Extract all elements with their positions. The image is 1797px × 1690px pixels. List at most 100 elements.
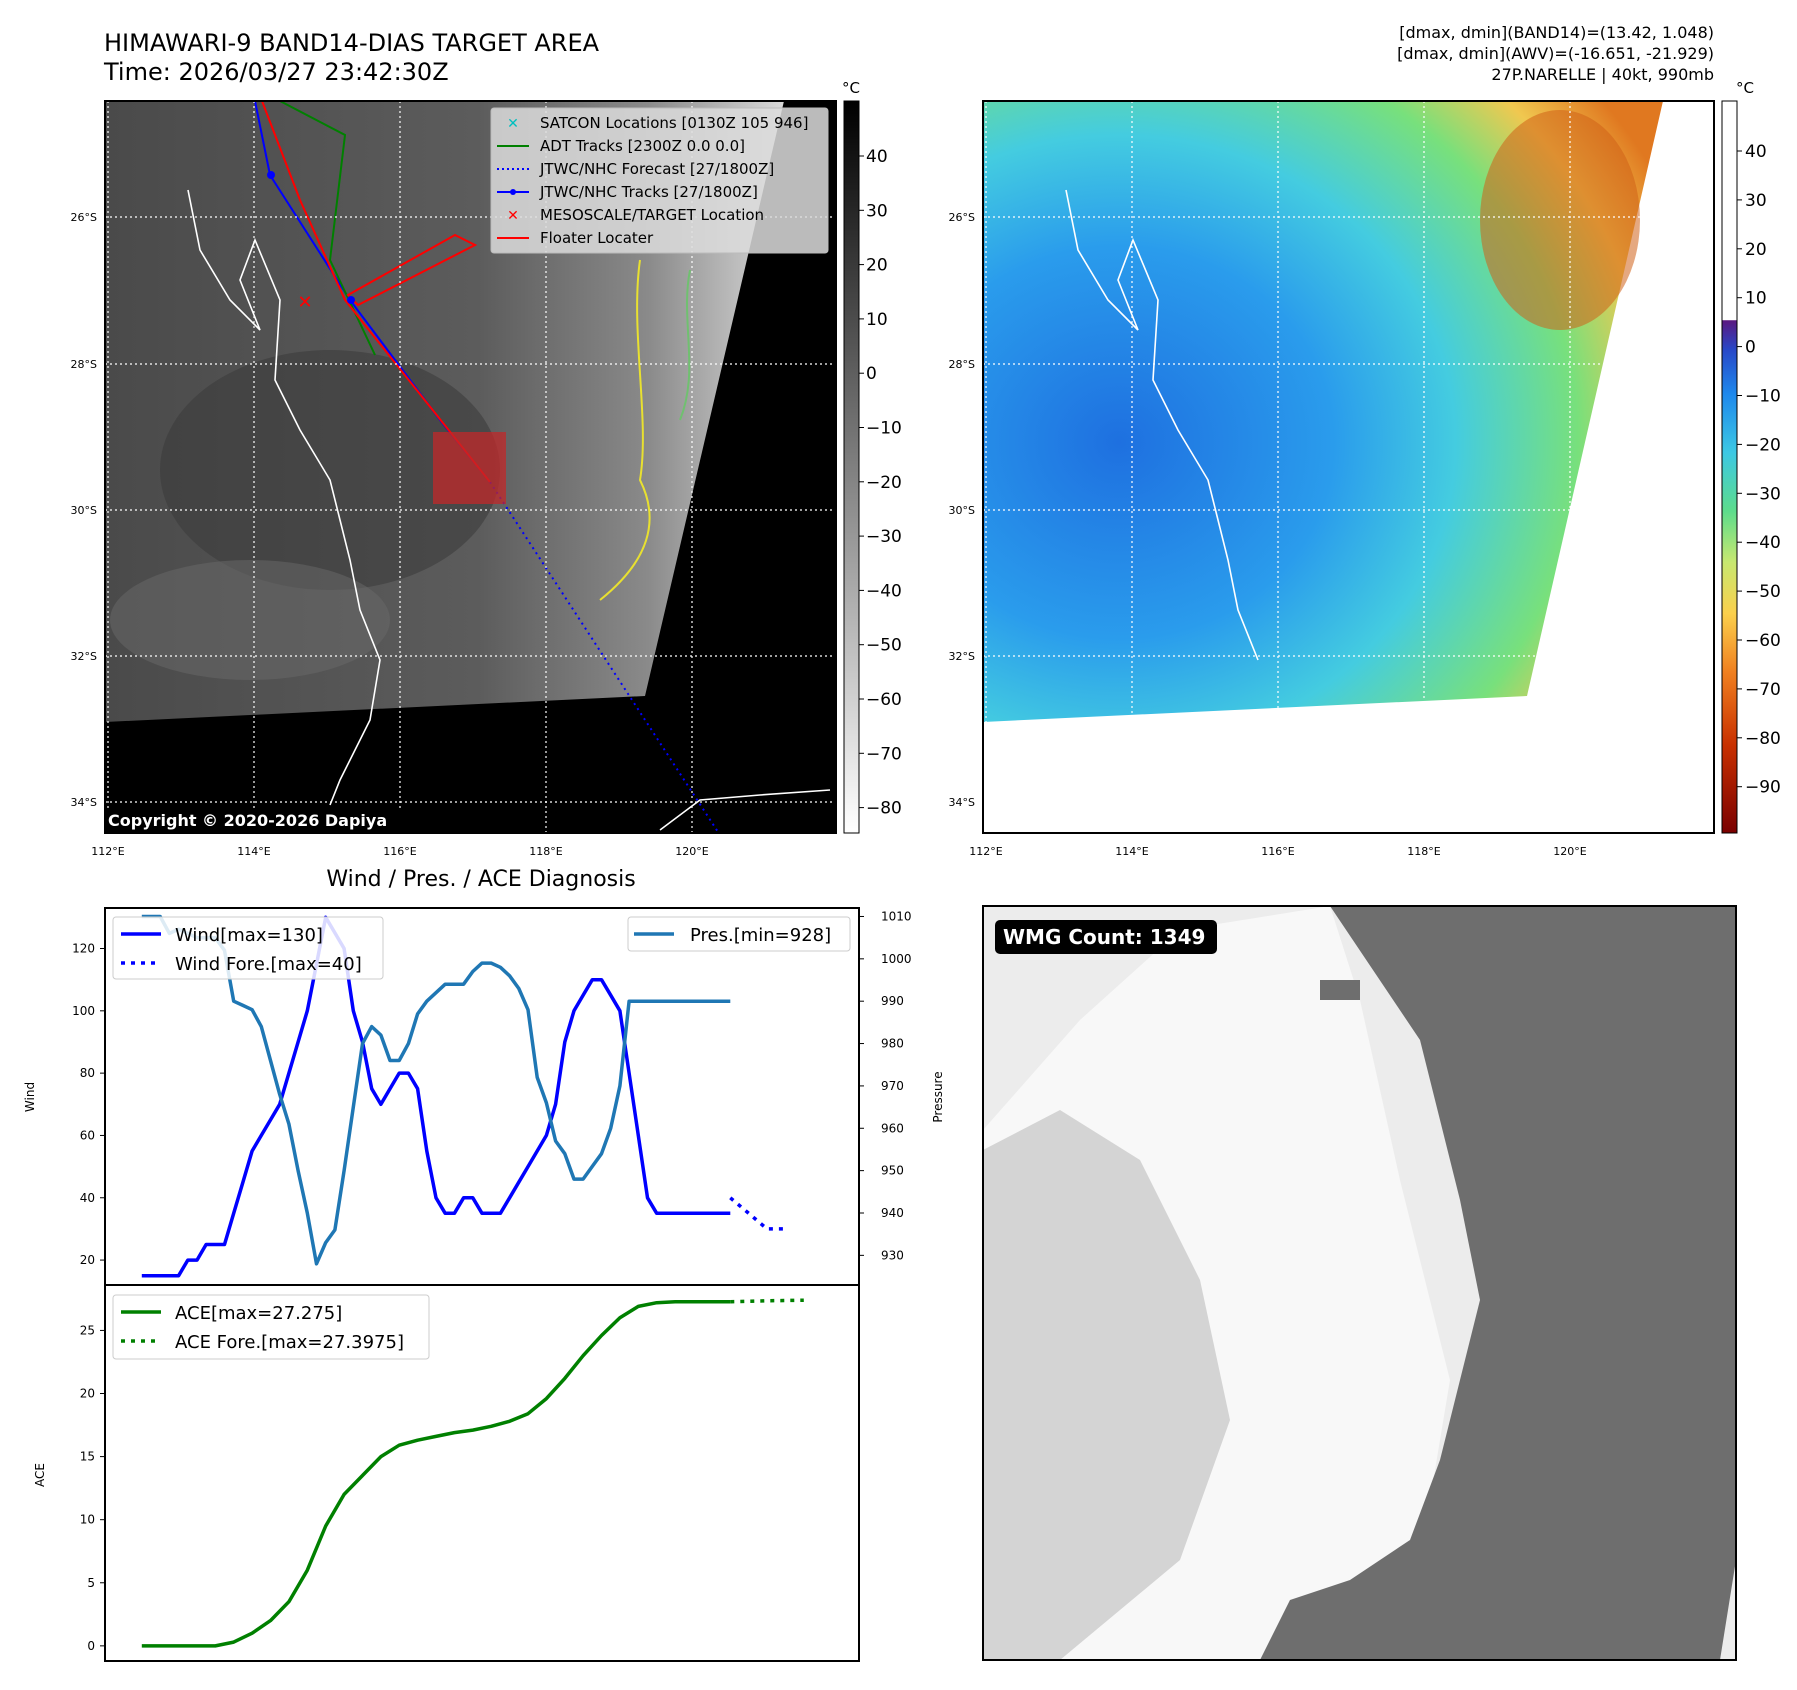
legend-label: ADT Tracks [2300Z 0.0 0.0] <box>540 137 745 155</box>
wind-tick-label: 60 <box>80 1128 95 1142</box>
colorbar-color: °C 40 30 20 10 0 −10 −20 −30 −40 −50 −60 −70 −80 −90 <box>1721 79 1781 834</box>
copyright-box <box>104 808 414 832</box>
mesoscale-marker: ✕ <box>297 292 312 313</box>
wind-tick-label: 80 <box>80 1066 95 1080</box>
lon-tick-label: 114°E <box>1115 845 1148 858</box>
target-area-box <box>433 432 506 504</box>
floater-box <box>346 233 478 307</box>
colorbar-color-tick-label: −20 <box>1745 435 1781 455</box>
lon-tick-label: 120°E <box>1553 845 1586 858</box>
pressure-tick-label: 930 <box>881 1248 904 1262</box>
pressure-legend-box <box>627 916 851 952</box>
legend-label: JTWC/NHC Forecast [27/1800Z] <box>539 160 774 178</box>
map-gray-frame <box>104 100 837 834</box>
pressure-ticks: 930 940 950 960 970 980 990 1000 1010 <box>859 909 912 1262</box>
colorbar-color-tick-label: 20 <box>1745 240 1767 260</box>
legend-marker: ✕ <box>507 116 519 132</box>
pressure-tick-label: 940 <box>881 1206 904 1220</box>
map-legend <box>490 107 829 254</box>
pressure-axis-label: Pressure <box>931 1071 945 1122</box>
cold-cloud-tops <box>1480 110 1640 330</box>
colorbar-gray-tick-label: 10 <box>866 310 888 330</box>
map-gray-ticks: 112°E 114°E 116°E 118°E 120°E 26°S 28°S 30°S 32°… <box>71 211 709 858</box>
colorbar-gray-tick-label: 0 <box>866 364 877 384</box>
lat-tick-label: 34°S <box>71 796 97 809</box>
ace-legend-box <box>112 1294 430 1360</box>
colorbar-gray-tick-label: 20 <box>866 256 888 276</box>
wmg-label-box <box>995 920 1217 954</box>
wind-tick-label: 100 <box>72 1004 95 1018</box>
map-legend-entries: ✕ SATCON Locations [0130Z 105 946] ADT Tra… <box>497 114 808 247</box>
diag-title: Wind / Pres. / ACE Diagnosis <box>326 867 635 892</box>
wmg-dark-patch <box>1320 980 1360 1000</box>
wind-legend: Wind[max=130] Wind Fore.[max=40] <box>112 916 384 980</box>
wind-tick-label: 20 <box>80 1253 95 1267</box>
lat-tick-label: 28°S <box>71 358 97 371</box>
lat-tick-label: 32°S <box>71 650 97 663</box>
figure-time: Time: 2026/03/27 23:42:30Z <box>103 58 449 86</box>
coastline-south <box>659 789 831 831</box>
copyright-text: Copyright © 2020-2026 Dapiya <box>108 811 387 830</box>
wind-tick-label: 40 <box>80 1191 95 1205</box>
wind-axis-label: Wind <box>23 1082 37 1112</box>
colorbar-color-tick-label: 40 <box>1745 142 1767 162</box>
ace-axis-label: ACE <box>33 1463 47 1487</box>
pressure-tick-label: 970 <box>881 1079 904 1093</box>
colorbar-gray-unit: °C <box>842 79 860 97</box>
lat-tick-label: 32°S <box>949 650 975 663</box>
colorbar-color-tick-label: −50 <box>1745 582 1781 602</box>
jtwc-forecast-line <box>489 481 720 833</box>
series-line-ace <box>141 1299 731 1648</box>
lat-tick-label: 30°S <box>949 504 975 517</box>
ace-tick-label: 15 <box>80 1450 95 1464</box>
info-line-2: [dmax, dmin](AWV)=(-16.651, -21.929) <box>1397 44 1714 63</box>
series-line-pres <box>141 914 731 1266</box>
ace-panel: ACE 0 5 10 15 20 25 ACE[max=27.275] ACE Fore.… <box>33 1284 860 1662</box>
wind-pressure-panel: Wind / Pres. / ACE Diagnosis Wind Pressu… <box>23 867 945 1286</box>
colorbar-gray: °C 40 30 20 10 0 −10 −20 −30 −40 −50 −60 −70 −80 <box>842 79 902 834</box>
ace-tick-label: 0 <box>87 1639 95 1653</box>
colorbar-color-tick-label: 0 <box>1745 338 1756 358</box>
colorbar-color-ticks: 40 30 20 10 0 −10 −20 −30 −40 −50 −60 −70 −80 −90 <box>1737 142 1781 798</box>
pressure-tick-label: 990 <box>881 994 904 1008</box>
colorbar-color-tick-label: 10 <box>1745 289 1767 309</box>
lat-tick-label: 28°S <box>949 358 975 371</box>
ace-tick-label: 20 <box>80 1387 95 1401</box>
colorbar-gray-tick-label: −40 <box>866 581 902 601</box>
wmg-gray-zone <box>983 1110 1230 1660</box>
wind-series <box>141 914 786 1278</box>
ace-series <box>141 1298 804 1648</box>
wind-ticks: 20 40 60 80 100 120 <box>72 942 105 1267</box>
pressure-tick-label: 1010 <box>881 909 912 923</box>
lon-tick-label: 118°E <box>529 845 562 858</box>
info-line-1: [dmax, dmin](BAND14)=(13.42, 1.048) <box>1399 23 1714 42</box>
wmg-frame <box>982 905 1737 1661</box>
legend-dot <box>510 189 516 195</box>
colorbar-color-tick-label: −70 <box>1745 680 1781 700</box>
jtwc-point-1 <box>267 171 275 179</box>
colorbar-gray-tick-label: −20 <box>866 473 902 493</box>
adt-track-line <box>279 101 376 356</box>
lat-tick-label: 26°S <box>71 211 97 224</box>
colorbar-gray-tick-label: 40 <box>866 147 888 167</box>
jtwc-point-2 <box>347 296 355 304</box>
colorbar-gray-tick-label: −70 <box>866 744 902 764</box>
wind-legend-label: Wind[max=130] <box>175 925 323 946</box>
legend-label: SATCON Locations [0130Z 105 946] <box>540 114 808 132</box>
wmg-label: WMG Count: 1349 <box>1003 925 1205 949</box>
map-color-ticks: 112°E 114°E 116°E 118°E 120°E 26°S 28°S 30°S 32°… <box>949 211 1587 858</box>
ace-fore-legend-label: ACE Fore.[max=27.3975] <box>175 1332 404 1353</box>
ace-legend: ACE[max=27.275] ACE Fore.[max=27.3975] <box>112 1294 430 1360</box>
colorbar-gray-tick-label: −80 <box>866 799 902 819</box>
coastline <box>187 189 381 806</box>
ace-legend-label: ACE[max=27.275] <box>175 1303 342 1324</box>
wmg-panel: WMG Count: 1349 <box>982 905 1737 1661</box>
pressure-tick-label: 1000 <box>881 952 912 966</box>
floater-locater-line <box>261 101 491 483</box>
cloud-band <box>110 560 390 680</box>
lat-tick-label: 26°S <box>949 211 975 224</box>
colorbar-gray-tick-label: −10 <box>866 419 902 439</box>
cloud-shadow <box>160 350 500 590</box>
colorbar-gray-tick-label: −30 <box>866 527 902 547</box>
